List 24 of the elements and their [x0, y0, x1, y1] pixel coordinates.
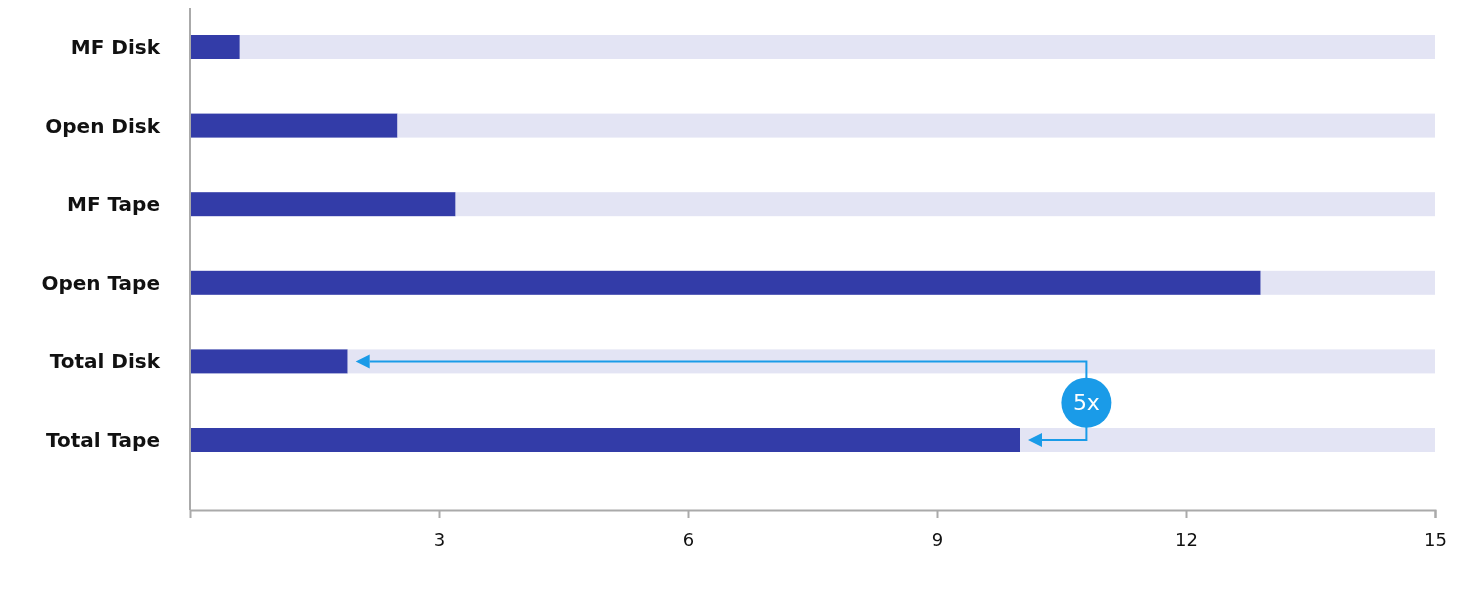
annotation: 5x: [1072, 390, 1100, 416]
x-tick-label: 3: [433, 529, 446, 551]
bar: [1020, 428, 1435, 452]
y-tick-label: Open Disk: [45, 113, 161, 138]
bar: [1260, 270, 1435, 295]
bar: [190, 113, 398, 138]
bar: [190, 428, 1020, 452]
bar: [347, 349, 1435, 374]
x-tick-label: 12: [1175, 529, 1198, 551]
bar: [190, 270, 1261, 295]
bar: [190, 192, 456, 217]
bar: [397, 113, 1435, 138]
bar: [239, 35, 1435, 59]
x-tick-label: 15: [1424, 529, 1447, 551]
bar: [190, 349, 348, 374]
y-tick-label: Total Disk: [49, 349, 161, 374]
y-tick-label: MF Tape: [67, 192, 160, 217]
bar: [455, 192, 1435, 217]
bar: [190, 35, 240, 59]
x-tick-label: 9: [931, 529, 944, 551]
x-tick-label: 6: [682, 529, 695, 551]
y-tick-label: Open Tape: [41, 270, 160, 295]
y-tick-label: MF Disk: [70, 34, 161, 59]
y-tick-label: Total Tape: [45, 427, 160, 452]
